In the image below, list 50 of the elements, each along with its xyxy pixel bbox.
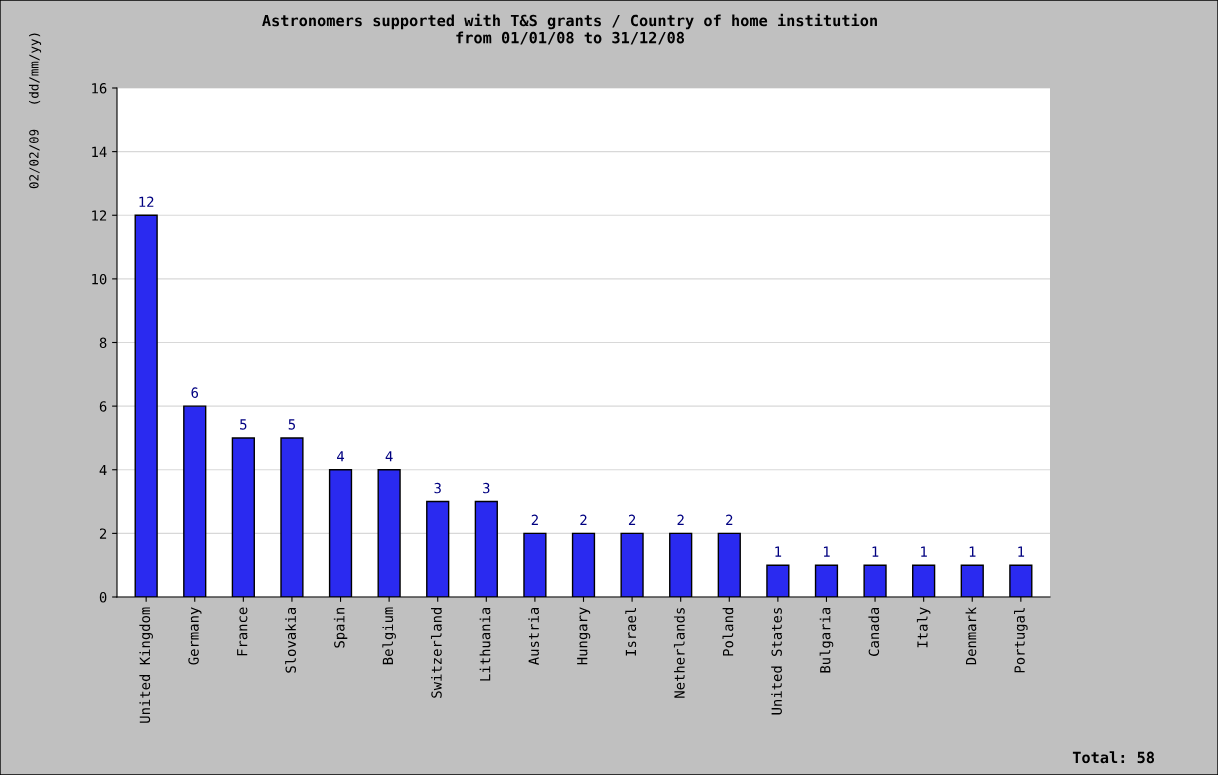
data-label: 2 — [580, 514, 587, 525]
x-tick-label: Italy — [916, 607, 931, 648]
x-tick-label: Germany — [188, 607, 202, 665]
y-tick-label: 6 — [99, 401, 107, 412]
text: Total: 58 — [1072, 751, 1155, 764]
x-tick-label: Hungary — [577, 607, 591, 665]
x-tick-label: Slovakia — [285, 607, 296, 673]
data-label: 2 — [677, 514, 684, 525]
y-tick-label: 2 — [99, 528, 107, 539]
data-label: 4 — [337, 451, 345, 462]
data-label: 5 — [240, 419, 247, 430]
y-tick-label: 0 — [99, 592, 107, 603]
x-tick-label: Poland — [722, 608, 734, 656]
x-tick-label: Austria — [528, 607, 539, 665]
x-tick-label: United States — [771, 608, 782, 715]
data-label: 2 — [726, 514, 733, 525]
data-label: 1 — [872, 546, 879, 557]
y-tick-label: 8 — [99, 337, 107, 349]
data-label: 2 — [628, 514, 636, 525]
y-tick-label: 4 — [99, 464, 107, 476]
x-tick-label: Belgium — [382, 607, 396, 665]
y-tick-label: 16 — [92, 83, 107, 94]
y-tick-label: 10 — [92, 273, 107, 285]
data-label: 5 — [288, 419, 296, 430]
x-tick-label: Canada — [868, 607, 880, 656]
data-label: 1 — [1018, 546, 1025, 557]
x-tick-label: Israel — [625, 608, 637, 656]
y-tick-label: 12 — [92, 210, 107, 221]
data-label: 1 — [823, 546, 830, 557]
data-label: 6 — [191, 387, 199, 398]
text: 02/02/09 (dd/mm/yy) — [28, 33, 42, 189]
x-tick-label: United Kingdom — [139, 607, 153, 723]
x-tick-label: Netherlands — [673, 608, 685, 698]
x-tick-label: Denmark — [965, 606, 977, 665]
x-tick-label: Portugal — [1014, 608, 1028, 673]
data-label: 3 — [483, 482, 490, 494]
data-label: 2 — [531, 514, 538, 525]
y-tick-label: 14 — [92, 146, 107, 157]
x-tick-label: Bulgaria — [819, 607, 834, 673]
chart-title: Astronomers supported with T&S grants / Country of home institution from 01/01/08 to 31/12/08 — [262, 13, 877, 45]
x-tick-label: Lithuania — [479, 607, 491, 681]
data-label: 1 — [775, 546, 782, 557]
data-label: 12 — [139, 196, 154, 207]
data-label: 4 — [385, 451, 393, 462]
x-tick-label: Spain — [333, 607, 348, 648]
data-label: 1 — [921, 546, 927, 557]
x-tick-label: Switzerland — [430, 608, 442, 698]
data-label: 3 — [434, 482, 441, 494]
data-label: 1 — [969, 546, 976, 557]
x-tick-label: France — [237, 607, 248, 656]
